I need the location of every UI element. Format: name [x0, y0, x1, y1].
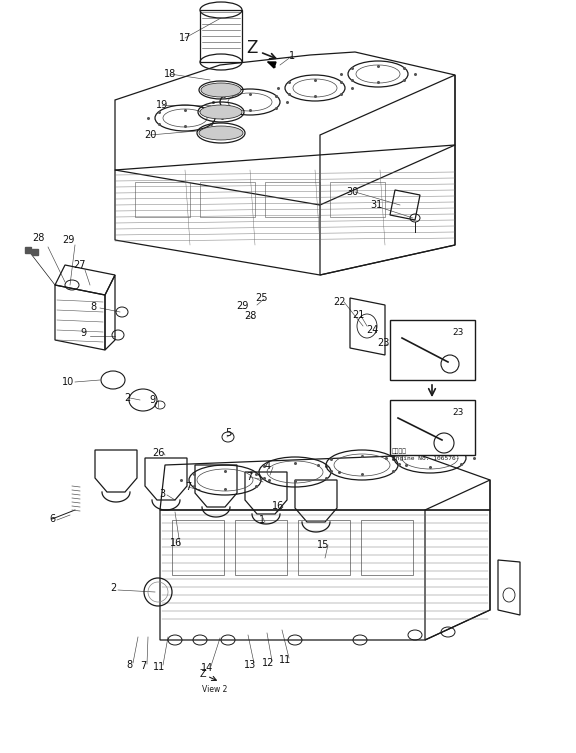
Bar — [390, 320, 475, 380]
Text: 9: 9 — [80, 328, 86, 338]
Bar — [298, 520, 350, 575]
Bar — [361, 520, 413, 575]
Text: 20: 20 — [144, 130, 156, 140]
Text: 1: 1 — [289, 51, 295, 61]
Ellipse shape — [200, 105, 242, 119]
Text: 28: 28 — [32, 233, 44, 243]
Text: 21: 21 — [352, 310, 364, 320]
Text: 11: 11 — [279, 655, 291, 665]
Bar — [390, 400, 475, 455]
Ellipse shape — [199, 126, 243, 140]
Text: View 2: View 2 — [202, 685, 228, 694]
Text: 31: 31 — [370, 200, 382, 210]
Bar — [200, 10, 242, 62]
Text: 10: 10 — [62, 377, 74, 387]
Text: 14: 14 — [201, 663, 213, 673]
Text: 25: 25 — [255, 293, 267, 303]
Text: 18: 18 — [164, 69, 176, 79]
Text: 16: 16 — [170, 538, 182, 548]
Bar — [135, 182, 190, 217]
Text: 5: 5 — [225, 428, 231, 438]
Text: 1: 1 — [259, 515, 265, 525]
Text: 8: 8 — [90, 302, 96, 312]
Text: 適用番號
Engine No. 106576-: 適用番號 Engine No. 106576- — [392, 448, 460, 461]
Text: 11: 11 — [153, 662, 165, 672]
Text: 23: 23 — [377, 338, 389, 348]
Bar — [330, 182, 385, 217]
Text: 9: 9 — [149, 395, 155, 405]
Ellipse shape — [201, 83, 241, 97]
Text: 24: 24 — [366, 325, 378, 335]
Text: 6: 6 — [49, 514, 55, 524]
Polygon shape — [268, 62, 276, 68]
Bar — [172, 520, 224, 575]
Text: 29: 29 — [236, 301, 248, 311]
Text: 7: 7 — [185, 482, 191, 492]
Text: 28: 28 — [244, 311, 256, 321]
Text: 12: 12 — [262, 658, 274, 668]
Text: 2: 2 — [110, 583, 116, 593]
Text: 23: 23 — [452, 328, 464, 337]
Text: Z: Z — [247, 39, 257, 57]
Bar — [265, 182, 320, 217]
Text: 3: 3 — [159, 489, 165, 499]
Text: 27: 27 — [74, 260, 86, 270]
Text: 7: 7 — [246, 472, 252, 482]
Text: 4: 4 — [265, 461, 271, 471]
Text: 8: 8 — [126, 660, 132, 670]
Text: 13: 13 — [244, 660, 256, 670]
Text: 19: 19 — [156, 100, 168, 110]
Text: 22: 22 — [334, 297, 346, 307]
Text: 17: 17 — [179, 33, 191, 43]
Text: 15: 15 — [317, 540, 329, 550]
Bar — [200, 182, 255, 217]
Text: 26: 26 — [152, 448, 164, 458]
Text: 30: 30 — [346, 187, 358, 197]
Text: 16: 16 — [272, 501, 284, 511]
Text: Z: Z — [200, 669, 206, 679]
Text: 7: 7 — [140, 661, 146, 671]
Text: 23: 23 — [452, 407, 464, 416]
Text: 2: 2 — [124, 393, 130, 403]
Text: 29: 29 — [62, 235, 74, 245]
Bar — [235, 520, 287, 575]
